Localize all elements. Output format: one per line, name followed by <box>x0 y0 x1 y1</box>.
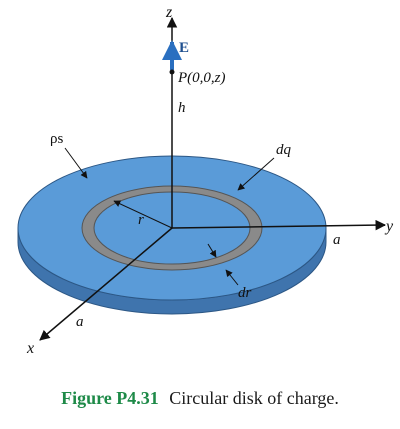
disk-radius-x-label: a <box>76 314 84 330</box>
radius-arrow <box>113 200 173 229</box>
rho-pointer <box>64 147 88 179</box>
x-axis-label: x <box>26 340 34 357</box>
point-p <box>169 69 175 75</box>
dq-pointer <box>237 157 275 191</box>
height-label: h <box>178 100 186 116</box>
y-axis-label: y <box>384 218 394 235</box>
field-label: E <box>179 40 189 56</box>
dr-label: dr <box>238 285 252 301</box>
caption-label: Figure P4.31 <box>61 388 159 408</box>
dr-arrow-inner <box>225 269 239 286</box>
y-axis <box>171 219 387 231</box>
dr-arrow-outer <box>207 243 217 258</box>
dq-label: dq <box>276 142 292 158</box>
disk-radius-y-label: a <box>333 232 341 248</box>
surface-charge-label: ρs <box>50 131 63 147</box>
radius-label: r <box>138 212 144 228</box>
point-label: P(0,0,z) <box>177 70 226 86</box>
caption-text: Circular disk of charge. <box>169 388 339 408</box>
z-axis-label: z <box>165 4 173 21</box>
figure-caption: Figure P4.31 Circular disk of charge. <box>0 388 400 409</box>
x-axis <box>39 227 173 341</box>
charge-ring <box>81 185 263 271</box>
